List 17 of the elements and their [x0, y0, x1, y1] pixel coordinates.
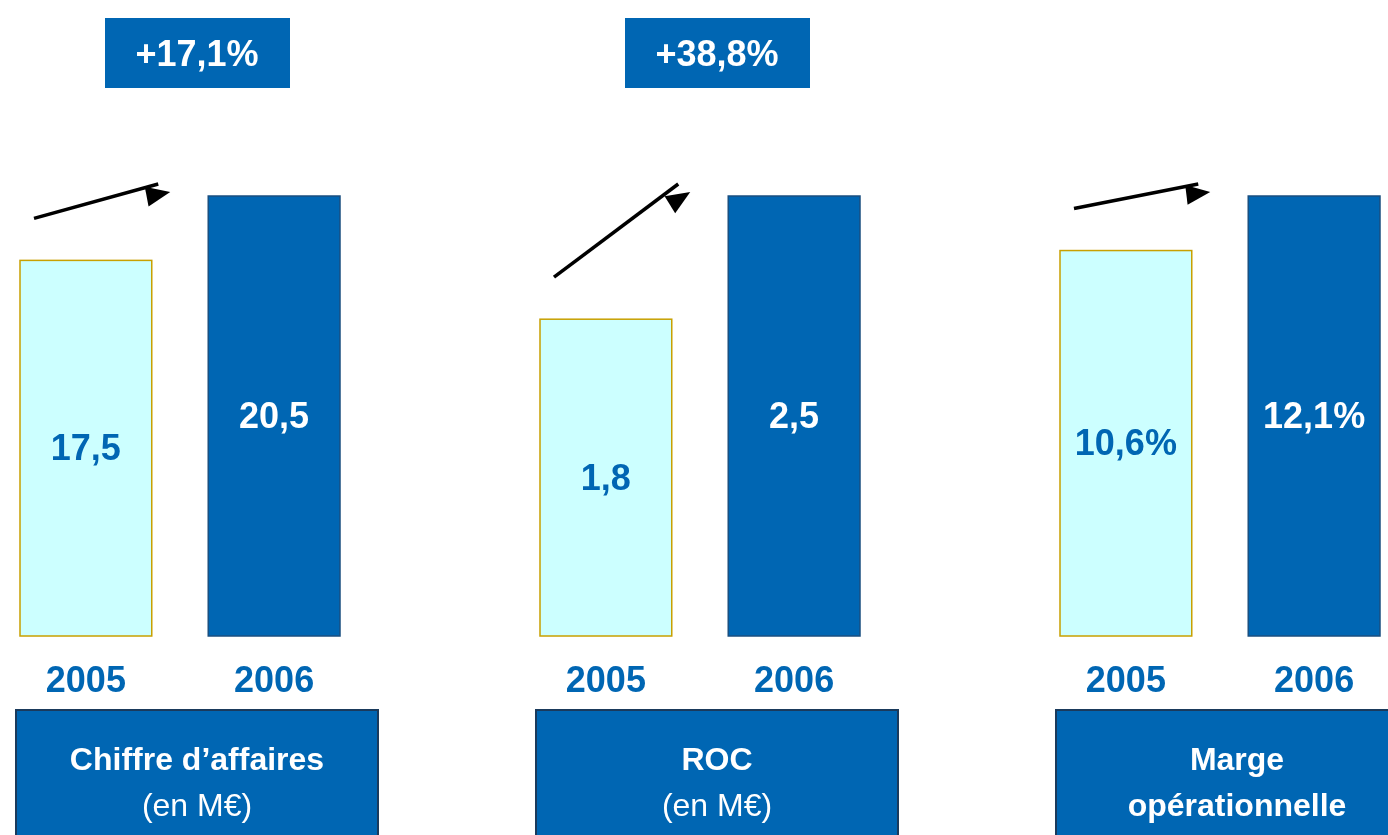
data-label: 1,8 [580, 456, 631, 498]
x-tick-label: 2006 [234, 659, 315, 700]
x-tick-label: 2005 [1085, 659, 1166, 700]
data-label: 2,5 [769, 395, 820, 436]
data-label: 12,1% [1263, 395, 1366, 436]
text: +38,8% [655, 33, 779, 74]
x-tick-label: 2005 [45, 659, 126, 700]
data-label: 10,6% [1074, 422, 1177, 464]
x-axis-title: ROC (en M€) [661, 741, 773, 823]
x-tick-label: 2006 [1274, 659, 1355, 700]
x-tick-label: 2006 [754, 659, 835, 700]
x-axis-title: Marge opérationnelle [1127, 741, 1347, 823]
text: +17,1% [135, 33, 259, 74]
data-label: 20,5 [239, 395, 310, 436]
x-axis-title: Chiffre d’affaires (en M€) [69, 741, 325, 823]
data-label: 17,5 [50, 427, 121, 469]
x-tick-label: 2005 [565, 659, 646, 700]
